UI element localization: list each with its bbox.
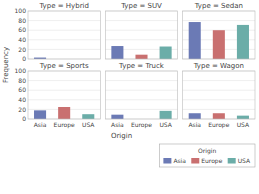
bar [34, 110, 46, 119]
plot-area [105, 11, 177, 59]
grid-line [28, 30, 100, 31]
panel: Type = Hybrid 0 20 40 60 80 100 [15, 2, 101, 62]
panel: Type = Wagon Asia Europe USA [183, 62, 255, 129]
x-tick-label: Europe [208, 121, 229, 129]
bar [237, 25, 249, 59]
bar [160, 111, 172, 119]
panel-title: Type = Hybrid [38, 2, 89, 10]
plot-frame [105, 11, 177, 59]
grid-line [183, 20, 255, 21]
grid-line [105, 39, 177, 40]
x-tick-label: USA [237, 121, 250, 128]
bar [213, 113, 225, 119]
x-tick-label: USA [82, 121, 95, 128]
y-tick-label: 40 [18, 36, 26, 43]
y-tick-label: 100 [15, 67, 27, 74]
y-tick-label: 0 [22, 55, 26, 62]
chart: Type = Hybrid 0 20 40 60 80 100 Type = SUV Type … [0, 0, 259, 194]
bar [111, 46, 123, 59]
grid-line [105, 80, 177, 81]
x-tick-label: Asia [111, 121, 124, 128]
grid-line [105, 30, 177, 31]
grid-line [183, 90, 255, 91]
bar [189, 22, 201, 59]
x-tick-label: Europe [54, 121, 75, 129]
panel: Type = Truck Asia Europe USA [105, 62, 177, 129]
y-tick-label: 20 [18, 106, 26, 113]
legend-label: Asia [173, 157, 186, 164]
x-tick-label: Asia [188, 121, 201, 128]
plot-area [183, 11, 255, 59]
x-axis-label: Origin [111, 132, 132, 140]
legend-title: Origin [198, 147, 216, 155]
x-tick-label: Europe [131, 121, 152, 129]
grid-line [28, 39, 100, 40]
panel: Type = Sports 0 20 40 60 80 100 Asia Europe USA [15, 62, 101, 129]
bar [58, 107, 70, 119]
grid-line [105, 99, 177, 100]
y-tick-label: 60 [18, 86, 26, 93]
panel: Type = SUV [105, 2, 177, 59]
legend-frame [159, 144, 255, 167]
y-tick-label: 0 [22, 115, 26, 122]
legend: Origin Asia Europe USA [159, 144, 255, 167]
bars [189, 22, 249, 59]
plot-frame [28, 71, 100, 119]
plot-area [183, 71, 255, 119]
grid-line [105, 109, 177, 110]
grid-line [105, 20, 177, 21]
y-tick-label: 20 [18, 46, 26, 53]
bar [135, 55, 147, 59]
legend-swatch [191, 158, 199, 164]
legend-label: USA [238, 157, 251, 164]
x-tick-label: Asia [34, 121, 47, 128]
legend-label: Europe [201, 157, 222, 165]
grid-line [28, 80, 100, 81]
y-axis-label: Frequency [2, 47, 10, 83]
plot-area [28, 71, 100, 119]
panel-title: Type = Sports [39, 62, 89, 70]
legend-swatch [228, 158, 236, 164]
grid-line [105, 90, 177, 91]
grid-line [183, 109, 255, 110]
bar [82, 114, 94, 119]
grid-line [28, 20, 100, 21]
plot-frame [28, 11, 100, 59]
y-tick-label: 80 [18, 77, 26, 84]
grid-line [28, 90, 100, 91]
bar [189, 113, 201, 119]
bar [237, 116, 249, 119]
bars [34, 107, 94, 119]
bars [111, 46, 171, 59]
bar [111, 115, 123, 119]
y-tick-label: 60 [18, 26, 26, 33]
y-tick-label: 100 [15, 7, 27, 14]
legend-swatch [163, 158, 171, 164]
plot-frame [183, 71, 255, 119]
plot-area [105, 71, 177, 119]
y-tick-label: 80 [18, 17, 26, 24]
grid-line [28, 99, 100, 100]
plot-frame [183, 11, 255, 59]
panel-title: Type = Truck [118, 62, 165, 70]
bars [111, 111, 171, 119]
grid-line [183, 80, 255, 81]
y-tick-label: 40 [18, 96, 26, 103]
bars [189, 113, 249, 119]
plot-area [28, 11, 100, 59]
bar [160, 47, 172, 59]
panel-title: Type = SUV [120, 2, 162, 10]
panel: Type = Sedan [183, 2, 255, 59]
bar [213, 30, 225, 59]
panel-title: Type = Wagon [193, 62, 244, 70]
grid-line [183, 99, 255, 100]
plot-frame [105, 71, 177, 119]
panel-title: Type = Sedan [194, 2, 243, 10]
x-tick-label: USA [159, 121, 172, 128]
grid-line [28, 49, 100, 50]
